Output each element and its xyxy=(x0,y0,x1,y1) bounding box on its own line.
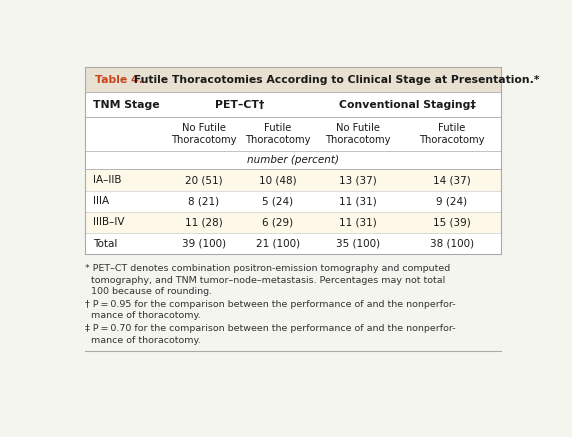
Text: TNM Stage: TNM Stage xyxy=(93,100,160,110)
Text: 38 (100): 38 (100) xyxy=(430,239,474,249)
Text: number (percent): number (percent) xyxy=(247,155,339,165)
Text: 11 (31): 11 (31) xyxy=(339,218,377,227)
Text: 8 (21): 8 (21) xyxy=(188,196,220,206)
Bar xyxy=(85,212,501,233)
Bar xyxy=(85,67,501,93)
Text: 10 (48): 10 (48) xyxy=(259,175,296,185)
Text: PET–CT†: PET–CT† xyxy=(215,100,264,110)
Text: 13 (37): 13 (37) xyxy=(339,175,377,185)
Text: Futile Thoracotomies According to Clinical Stage at Presentation.*: Futile Thoracotomies According to Clinic… xyxy=(130,75,539,85)
Text: 11 (28): 11 (28) xyxy=(185,218,223,227)
Text: No Futile
Thoracotomy: No Futile Thoracotomy xyxy=(325,123,391,145)
Bar xyxy=(85,151,501,170)
Text: Total: Total xyxy=(93,239,118,249)
Bar xyxy=(85,93,501,117)
Text: 21 (100): 21 (100) xyxy=(256,239,300,249)
Text: 20 (51): 20 (51) xyxy=(185,175,223,185)
Text: IIIB–IV: IIIB–IV xyxy=(93,218,125,227)
Text: ‡ P = 0.70 for the comparison between the performance of and the nonperfor-: ‡ P = 0.70 for the comparison between th… xyxy=(85,324,456,333)
Text: 11 (31): 11 (31) xyxy=(339,196,377,206)
Text: Table 4.: Table 4. xyxy=(95,75,142,85)
Bar xyxy=(85,170,501,191)
Text: 14 (37): 14 (37) xyxy=(433,175,471,185)
Text: 5 (24): 5 (24) xyxy=(262,196,293,206)
Text: tomography, and TNM tumor–node–metastasis. Percentages may not total: tomography, and TNM tumor–node–metastasi… xyxy=(85,276,446,284)
Text: Futile
Thoracotomy: Futile Thoracotomy xyxy=(419,123,485,145)
Text: 100 because of rounding.: 100 because of rounding. xyxy=(85,287,213,296)
Text: mance of thoracotomy.: mance of thoracotomy. xyxy=(85,311,201,320)
Text: 6 (29): 6 (29) xyxy=(262,218,293,227)
Text: IIIA: IIIA xyxy=(93,196,109,206)
Bar xyxy=(85,233,501,254)
Text: 9 (24): 9 (24) xyxy=(436,196,467,206)
Text: No Futile
Thoracotomy: No Futile Thoracotomy xyxy=(171,123,237,145)
Text: IA–IIB: IA–IIB xyxy=(93,175,122,185)
Bar xyxy=(85,191,501,212)
Text: * PET–CT denotes combination positron-emission tomography and computed: * PET–CT denotes combination positron-em… xyxy=(85,264,451,273)
Text: Futile
Thoracotomy: Futile Thoracotomy xyxy=(245,123,311,145)
Bar xyxy=(85,117,501,151)
Text: mance of thoracotomy.: mance of thoracotomy. xyxy=(85,336,201,345)
Text: 15 (39): 15 (39) xyxy=(433,218,471,227)
Text: 35 (100): 35 (100) xyxy=(336,239,380,249)
Text: † P = 0.95 for the comparison between the performance of and the nonperfor-: † P = 0.95 for the comparison between th… xyxy=(85,300,456,309)
Text: Conventional Staging‡: Conventional Staging‡ xyxy=(339,100,475,110)
Text: 39 (100): 39 (100) xyxy=(182,239,226,249)
